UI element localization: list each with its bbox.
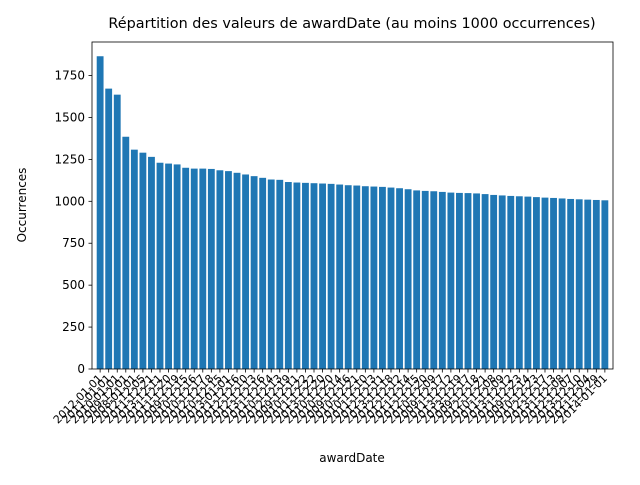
bar-2009-12-18 [473,193,480,369]
bar-2011-12-23 [515,196,523,369]
bar-2013-12-13 [550,197,557,369]
bar-2010-12-08 [490,194,498,369]
bar-2013-12-20 [319,183,326,369]
y-tick-label: 1500 [54,110,85,124]
bar-2012-01-01 [96,56,104,369]
bar-2012-12-10 [242,174,249,369]
bar-2009-12-17 [438,191,446,369]
bars-group [96,56,609,370]
bar-2009-12-16 [344,185,352,369]
bar-2011-12-12 [447,192,455,369]
bar-2013-12-17 [464,193,472,369]
bar-2012-12-19 [284,182,292,369]
x-axis-label: awardDate [319,451,385,465]
bar-2013-01-01 [225,171,232,369]
bar-2010-12-15 [216,170,224,369]
y-tick-label: 0 [77,362,85,376]
y-tick-label: 750 [62,236,85,250]
bar-2009-12-01 [122,136,130,369]
bar-2013-12-12 [507,195,515,369]
bar-2012-12-07 [567,198,575,369]
bar-2012-12-11 [379,186,386,369]
bar-2010-12-16 [190,168,198,369]
bar-2010-12-21 [353,185,361,369]
bar-2009-12-11 [293,182,301,369]
bar-2010-12-10 [361,186,369,369]
y-tick-label: 1250 [54,152,85,166]
y-tick-label: 1750 [54,69,85,83]
bar-2010-12-14 [336,184,344,369]
bar-2010-12-09 [430,191,438,369]
bar-2010-12-20 [327,183,335,369]
bar-2010-12-13 [276,179,284,369]
bar-2012-12-21 [481,194,489,369]
bar-2011-12-14 [267,179,275,369]
bar-2011-12-21 [148,156,155,369]
bar-2011-12-22 [310,183,318,369]
bar-2011-12-15 [413,190,421,369]
bar-2011-12-19 [173,164,181,369]
bar-2012-12-13 [250,176,258,369]
y-tick-label: 1000 [54,194,85,208]
x-axis: 2012-01-012011-01-012010-01-012009-12-01… [51,369,610,426]
bar-2011-12-08 [558,198,566,369]
bar-2014-01-01 [601,200,609,369]
bar-2010-12-22 [302,182,309,369]
bar-2010-12-23 [533,197,540,369]
chart-title: Répartition des valeurs de awardDate (au… [108,16,595,32]
bar-2013-12-10 [575,199,583,369]
y-axis: 0 250 500 750 1000 1250 1500 1750 [54,69,92,376]
bar-2008-01-01 [130,149,138,369]
bar-2012-12-12 [396,188,403,369]
y-tick-label: 250 [62,320,85,334]
bar-2010-01-01 [113,94,121,369]
bar-2011-12-29 [592,199,600,369]
bar-2011-12-20 [165,163,172,369]
bar-2012-12-04 [584,199,592,369]
y-axis-label: Occurrences [15,168,29,243]
bar-2011-01-01 [105,88,113,370]
bar-2013-12-11 [156,162,164,369]
bar-2009-12-14 [524,196,532,369]
bar-2009-12-15 [182,167,190,369]
bar-2012-12-14 [404,189,412,369]
bar-2012-12-05 [139,152,147,369]
bar-2011-12-13 [370,186,378,369]
bar-2012-12-18 [207,168,215,369]
bar-2011-12-16 [233,172,241,369]
plot-frame [91,41,614,370]
bar-2013-12-19 [456,192,463,369]
bar-2013-12-18 [387,187,395,369]
bar-2013-12-16 [259,177,267,369]
bar-2012-12-20 [421,190,429,369]
y-tick-label: 500 [62,278,85,292]
bar-2011-12-09 [498,195,506,369]
bar-2010-12-17 [199,168,207,369]
bar-2012-12-17 [541,197,549,369]
